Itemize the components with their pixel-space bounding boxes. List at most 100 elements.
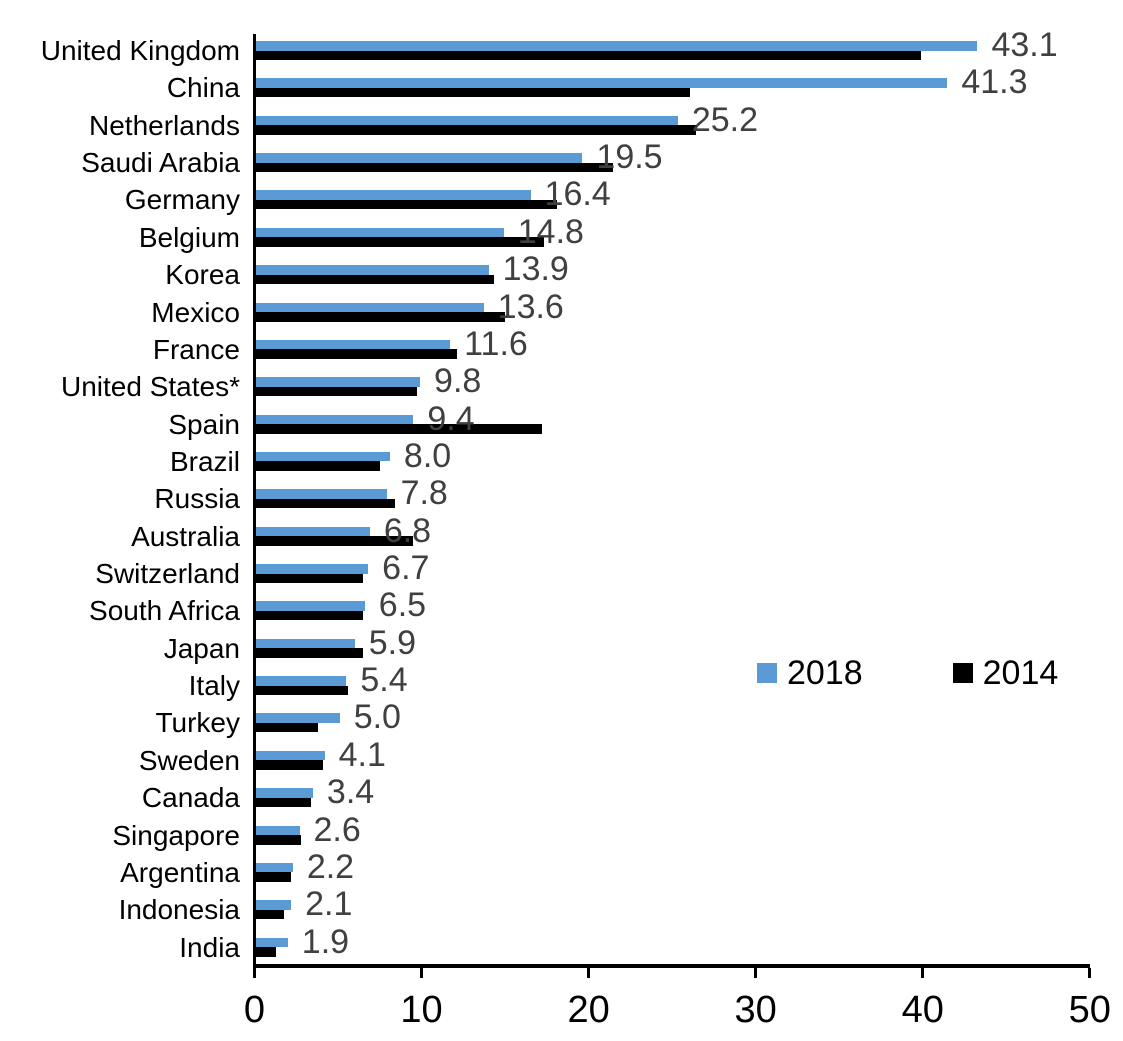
- category-label: Sweden: [138, 744, 240, 776]
- value-label: 43.1: [991, 26, 1058, 64]
- category-label: China: [166, 72, 240, 104]
- value-label: 6.8: [383, 511, 432, 550]
- category-label: France: [152, 333, 240, 365]
- x-axis-tick-label: 40: [901, 989, 944, 1031]
- value-label: 13.9: [502, 250, 569, 289]
- value-label: 9.8: [434, 362, 482, 401]
- bar-2018: [256, 153, 583, 163]
- value-label: 9.4: [427, 399, 475, 438]
- x-axis-tick: [587, 968, 591, 978]
- value-label: 4.1: [338, 735, 386, 774]
- x-axis-tick: [921, 968, 925, 978]
- value-label: 19.5: [596, 138, 663, 177]
- category-label: Spain: [168, 408, 240, 440]
- bar-2014: [256, 162, 613, 173]
- bar-2018: [256, 302, 484, 313]
- bar-2018: [256, 41, 978, 51]
- category-label: Korea: [165, 259, 240, 291]
- bar-2014: [256, 386, 417, 397]
- bar-2018: [256, 265, 489, 275]
- category-label: Singapore: [112, 819, 240, 851]
- bar-2018: [256, 339, 451, 350]
- value-label: 6.7: [382, 549, 430, 588]
- bar-2014: [256, 909, 285, 920]
- value-label: 2.1: [305, 885, 353, 924]
- bar-2014: [256, 50, 921, 60]
- bar-2018: [256, 78, 948, 88]
- bar-2018: [256, 190, 531, 200]
- category-label: Mexico: [151, 296, 240, 328]
- bar-2014: [256, 87, 690, 98]
- value-label: 8.0: [403, 436, 452, 475]
- bar-2014: [256, 498, 395, 509]
- category-label: Italy: [188, 670, 240, 702]
- bar-2014: [256, 610, 364, 621]
- bar-2014: [256, 797, 312, 808]
- bar-2014: [256, 835, 302, 845]
- category-label: Netherlands: [89, 109, 240, 141]
- legend-swatch-2014: [952, 663, 973, 683]
- legend: 2018 2014: [757, 655, 1058, 691]
- bar-2018: [256, 564, 369, 574]
- x-axis-tick: [754, 968, 758, 978]
- value-label: 2.6: [313, 810, 361, 849]
- category-label: Switzerland: [95, 558, 240, 590]
- bar-2014: [256, 274, 494, 285]
- bar-2018: [256, 676, 347, 686]
- value-label: 16.4: [544, 175, 611, 214]
- value-label: 11.6: [464, 324, 528, 363]
- x-axis-tick-label: 50: [1068, 989, 1111, 1031]
- x-axis-tick-label: 20: [567, 989, 610, 1031]
- category-label: United States*: [61, 371, 240, 403]
- category-label: United Kingdom: [40, 35, 240, 66]
- bar-2014: [256, 461, 380, 471]
- value-label: 25.2: [691, 100, 759, 139]
- bar-2018: [256, 750, 325, 761]
- bar-2018: [256, 115, 678, 126]
- x-axis-tick: [253, 968, 256, 978]
- bar-2014: [256, 872, 292, 882]
- category-label: Argentina: [120, 856, 240, 888]
- plot-area: 43.1 41.3 25.2 19.5 16.4 14.8 13.9 13.6 11.6 9.8 9…: [253, 28, 1090, 968]
- bar-2014: [256, 573, 364, 584]
- bar-2018: [256, 377, 421, 387]
- bar-2014: [256, 648, 364, 658]
- bar-2018: [256, 451, 390, 462]
- category-label: Indonesia: [118, 894, 240, 926]
- bar-2014: [256, 237, 544, 247]
- bar-2014: [256, 312, 506, 322]
- category-label: India: [179, 931, 240, 963]
- value-label: 14.8: [517, 212, 584, 251]
- value-label: 7.8: [400, 474, 448, 513]
- category-label: Japan: [163, 632, 240, 664]
- x-axis-tick: [1088, 968, 1092, 978]
- bar-2014: [256, 424, 543, 434]
- bar-2014: [256, 947, 277, 957]
- bar-2018: [256, 414, 414, 425]
- value-label: 41.3: [961, 63, 1028, 102]
- bar-2018: [256, 937, 288, 948]
- bar-2018: [256, 900, 292, 910]
- category-label: Russia: [154, 483, 240, 515]
- bar-2018: [256, 788, 313, 798]
- category-label: Saudi Arabia: [81, 147, 240, 179]
- bar-2018: [256, 713, 340, 723]
- bar-2018: [256, 227, 504, 238]
- value-label: 1.9: [301, 922, 350, 961]
- category-label: Germany: [124, 184, 240, 216]
- bar-2018: [256, 862, 293, 873]
- bar-2014: [256, 349, 457, 359]
- x-axis-tick-label: 0: [243, 989, 266, 1031]
- category-label: Canada: [141, 782, 240, 814]
- bar-2014: [256, 125, 697, 135]
- bar-2018: [256, 526, 370, 537]
- value-label: 5.9: [368, 623, 417, 662]
- category-label: Turkey: [155, 707, 240, 739]
- category-label: South Africa: [89, 595, 240, 627]
- legend-label-2014: 2014: [982, 654, 1059, 692]
- value-label: 13.6: [497, 287, 564, 326]
- x-axis-tick: [420, 968, 424, 978]
- x-axis-tick-label: 30: [734, 989, 777, 1031]
- bar-2014: [256, 199, 558, 210]
